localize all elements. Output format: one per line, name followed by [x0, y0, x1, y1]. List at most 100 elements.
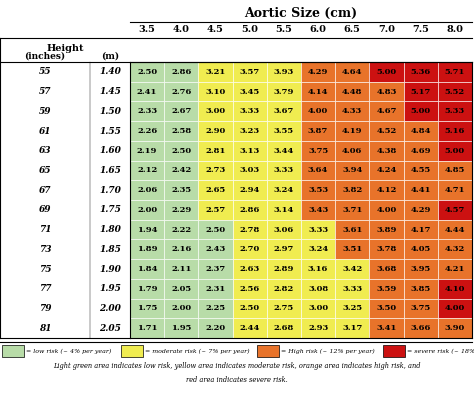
- Bar: [403, 299, 438, 318]
- Text: 1.79: 1.79: [137, 285, 157, 293]
- Bar: [438, 279, 472, 299]
- Text: 2.76: 2.76: [171, 88, 191, 96]
- Text: 3.00: 3.00: [205, 107, 226, 115]
- Text: 3.95: 3.95: [410, 265, 431, 273]
- Bar: [403, 259, 438, 279]
- Text: 7.0: 7.0: [378, 25, 395, 35]
- Text: 69: 69: [39, 206, 51, 214]
- Bar: [130, 200, 164, 220]
- Text: 3.93: 3.93: [274, 68, 294, 76]
- Text: 4.83: 4.83: [376, 88, 397, 96]
- Text: 4.5: 4.5: [207, 25, 224, 35]
- Bar: [233, 161, 267, 180]
- Text: 3.00: 3.00: [308, 305, 328, 312]
- Text: 65: 65: [39, 166, 51, 175]
- Bar: [335, 62, 369, 82]
- Text: 1.85: 1.85: [99, 245, 121, 254]
- Text: 5.16: 5.16: [445, 127, 465, 135]
- Text: 2.78: 2.78: [239, 225, 260, 233]
- Bar: [164, 318, 199, 338]
- Text: 5.00: 5.00: [445, 147, 465, 155]
- Bar: [403, 82, 438, 102]
- Bar: [369, 220, 403, 240]
- Bar: [130, 141, 164, 161]
- Text: 2.33: 2.33: [137, 107, 157, 115]
- Text: 3.21: 3.21: [205, 68, 226, 76]
- Bar: [335, 102, 369, 121]
- Bar: [438, 259, 472, 279]
- Bar: [369, 141, 403, 161]
- Text: 8.0: 8.0: [447, 25, 464, 35]
- Bar: [301, 121, 335, 141]
- Text: 77: 77: [39, 284, 51, 293]
- Text: 5.17: 5.17: [410, 88, 431, 96]
- Bar: [403, 180, 438, 200]
- Text: 4.67: 4.67: [376, 107, 397, 115]
- Bar: [335, 279, 369, 299]
- Bar: [267, 259, 301, 279]
- Bar: [257, 345, 280, 357]
- Text: Light green area indicates low risk, yellow area indicates moderate risk, orange: Light green area indicates low risk, yel…: [53, 362, 421, 370]
- Bar: [403, 220, 438, 240]
- Bar: [301, 82, 335, 102]
- Text: 2.00: 2.00: [171, 305, 191, 312]
- Text: 4.10: 4.10: [445, 285, 465, 293]
- Text: (m): (m): [101, 52, 119, 61]
- Text: 4.29: 4.29: [308, 68, 328, 76]
- Bar: [369, 121, 403, 141]
- Bar: [403, 62, 438, 82]
- Text: 3.85: 3.85: [410, 285, 431, 293]
- Bar: [301, 318, 335, 338]
- Bar: [335, 240, 369, 259]
- Text: 61: 61: [39, 126, 51, 136]
- Bar: [164, 200, 199, 220]
- Text: 3.08: 3.08: [308, 285, 328, 293]
- Text: 3.55: 3.55: [274, 127, 294, 135]
- Bar: [199, 141, 233, 161]
- Text: Aortic Size (cm): Aortic Size (cm): [245, 7, 357, 20]
- Text: 3.78: 3.78: [376, 245, 397, 253]
- Text: 3.23: 3.23: [240, 127, 260, 135]
- Text: 4.00: 4.00: [308, 107, 328, 115]
- Bar: [438, 141, 472, 161]
- Bar: [301, 240, 335, 259]
- Text: 4.06: 4.06: [342, 147, 363, 155]
- Bar: [164, 102, 199, 121]
- Text: 2.50: 2.50: [171, 147, 191, 155]
- Text: 4.41: 4.41: [410, 186, 431, 194]
- Bar: [301, 161, 335, 180]
- Text: 1.55: 1.55: [99, 126, 121, 136]
- Bar: [335, 141, 369, 161]
- Bar: [438, 102, 472, 121]
- Text: 3.06: 3.06: [274, 225, 294, 233]
- Bar: [335, 220, 369, 240]
- Text: 5.00: 5.00: [410, 107, 431, 115]
- Bar: [233, 121, 267, 141]
- Text: 3.33: 3.33: [240, 107, 260, 115]
- Text: 2.37: 2.37: [205, 265, 226, 273]
- Text: 2.25: 2.25: [205, 305, 226, 312]
- Text: 2.06: 2.06: [137, 186, 157, 194]
- Bar: [267, 161, 301, 180]
- Text: 3.24: 3.24: [274, 186, 294, 194]
- Bar: [438, 82, 472, 102]
- Text: 3.79: 3.79: [273, 88, 294, 96]
- Bar: [130, 82, 164, 102]
- Bar: [369, 62, 403, 82]
- Bar: [369, 180, 403, 200]
- Bar: [369, 82, 403, 102]
- Text: 6.5: 6.5: [344, 25, 361, 35]
- Bar: [199, 299, 233, 318]
- Text: 1.75: 1.75: [99, 206, 121, 214]
- Bar: [438, 299, 472, 318]
- Bar: [233, 180, 267, 200]
- Bar: [335, 299, 369, 318]
- Text: 4.19: 4.19: [342, 127, 363, 135]
- Bar: [164, 240, 199, 259]
- Text: 2.43: 2.43: [205, 245, 226, 253]
- Text: 7.5: 7.5: [412, 25, 429, 35]
- Bar: [199, 82, 233, 102]
- Bar: [199, 180, 233, 200]
- Text: 4.85: 4.85: [445, 166, 465, 174]
- Text: 1.45: 1.45: [99, 87, 121, 96]
